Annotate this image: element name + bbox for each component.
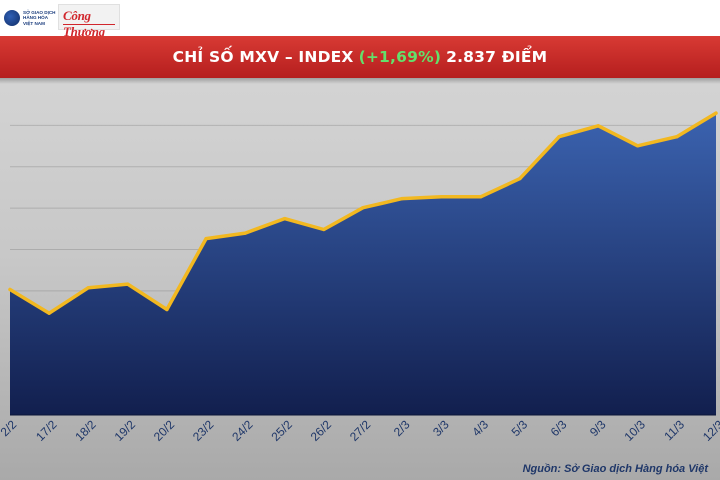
index-points: 2.837 ĐIỂM xyxy=(446,48,548,66)
x-tick-label-17-2: 17/2 xyxy=(33,417,60,444)
data-point-12-3 xyxy=(714,111,718,115)
logo-bar: SỞ GIAO DỊCH HÀNG HÓA VIỆT NAM Công Thươ… xyxy=(0,0,720,39)
title-banner: CHỈ SỐ MXV – INDEX (+1,69%) 2.837 ĐIỂM xyxy=(0,36,720,78)
x-tick-label-20-2: 20/2 xyxy=(151,417,178,444)
x-tick-label-27-2: 27/2 xyxy=(347,417,374,444)
data-points xyxy=(8,111,718,416)
data-point-10-3 xyxy=(636,144,640,148)
data-point-3-3 xyxy=(439,195,443,199)
data-point-14-2 xyxy=(8,287,12,292)
change-percent: (+1,69%) xyxy=(358,48,442,66)
cong-thuong-logo-underline xyxy=(63,24,115,25)
x-tick-label-3-3: 3/3 xyxy=(430,417,452,439)
data-point-4-3 xyxy=(479,195,483,199)
x-tick-label-4-3: 4/3 xyxy=(469,417,491,439)
x-tick-label-14-2: 2/2 xyxy=(0,417,20,439)
cong-thuong-logo: Công Thương xyxy=(58,4,120,39)
title-text: CHỈ SỐ MXV – INDEX xyxy=(172,48,354,66)
data-point-17-2 xyxy=(47,311,51,315)
x-tick-label-19-2: 19/2 xyxy=(112,417,139,444)
banner-shadow xyxy=(0,78,720,84)
data-point-11-3 xyxy=(675,135,679,139)
data-point-18-2 xyxy=(86,286,90,290)
data-point-23-2 xyxy=(204,237,208,241)
x-tick-label-26-2: 26/2 xyxy=(308,417,335,444)
x-tick-label-11-3: 11/3 xyxy=(661,417,687,443)
cong-thuong-logo-text: Công Thương xyxy=(63,8,105,39)
x-tick-label-24-2: 24/2 xyxy=(229,417,256,444)
mxv-logo-text: SỞ GIAO DỊCH HÀNG HÓA VIỆT NAM xyxy=(23,10,56,26)
mxv-emblem-icon xyxy=(4,10,20,26)
x-tick-label-12-3: 12/3 xyxy=(700,417,720,444)
x-tick-label-9-3: 9/3 xyxy=(587,417,609,439)
x-tick-label-10-3: 10/3 xyxy=(622,417,649,444)
data-point-26-2 xyxy=(322,227,326,232)
data-point-25-2 xyxy=(283,217,287,221)
source-note: Nguồn: Sở Giao dịch Hàng hóa Việt xyxy=(522,463,708,475)
x-tick-label-2-3: 2/3 xyxy=(391,417,413,439)
data-point-6-3 xyxy=(557,135,561,139)
x-tick-label-23-2: 23/2 xyxy=(190,417,217,444)
data-point-19-2 xyxy=(126,282,130,286)
data-point-24-2 xyxy=(243,231,247,235)
x-tick-label-5-3: 5/3 xyxy=(509,417,531,439)
x-tick-label-25-2: 25/2 xyxy=(269,417,296,444)
mxv-logo: SỞ GIAO DỊCH HÀNG HÓA VIỆT NAM xyxy=(4,4,56,32)
data-point-20-2 xyxy=(165,307,169,312)
x-tick-label-18-2: 18/2 xyxy=(72,417,99,444)
index-area xyxy=(10,113,716,415)
x-tick-label-6-3: 6/3 xyxy=(548,417,570,439)
data-point-5-3 xyxy=(518,177,522,181)
x-axis-ticks: 2/2 17/2 18/2 19/2 20/2 23/2 24/2 25/2 26/2 27/2 2… xyxy=(0,417,720,444)
data-point-9-3 xyxy=(596,124,600,128)
data-point-2-3 xyxy=(400,197,404,201)
data-point-27-2 xyxy=(361,206,365,210)
